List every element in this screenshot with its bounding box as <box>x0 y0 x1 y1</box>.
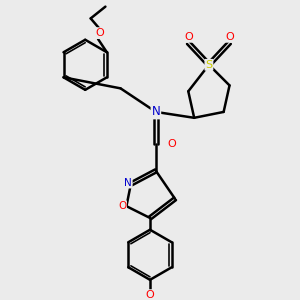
Text: N: N <box>124 178 132 188</box>
Text: S: S <box>205 60 212 70</box>
Text: O: O <box>146 290 154 300</box>
Text: O: O <box>95 28 104 38</box>
Text: N: N <box>152 105 160 119</box>
Text: O: O <box>184 32 193 42</box>
Text: O: O <box>225 32 234 42</box>
Text: O: O <box>118 201 126 211</box>
Text: O: O <box>168 139 176 149</box>
